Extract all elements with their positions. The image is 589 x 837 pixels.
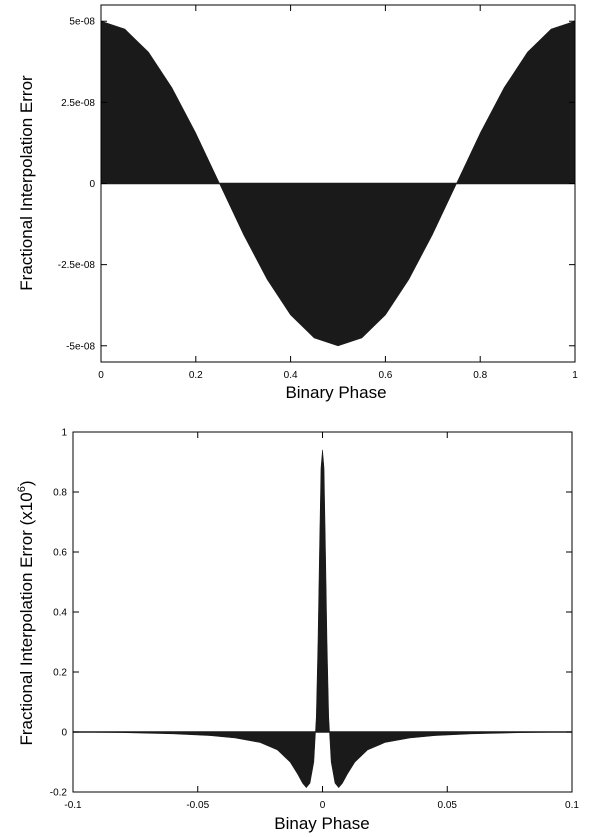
bottom-x-tick-label: 0.1 <box>565 800 579 811</box>
bottom-y-tick-label: 0.2 <box>53 668 67 679</box>
chart-bottom: -0.1 -0.05 0 0.05 0.1 1 0.8 0.6 0.4 0.2 0 -0.2 <box>50 428 580 812</box>
bottom-y-axis-label-end: ) <box>17 480 36 486</box>
bottom-y-tick-label: 0 <box>61 728 67 739</box>
top-y-axis-label: Fractional Interpolation Error <box>17 75 36 291</box>
bottom-x-tick-label: -0.05 <box>186 800 209 811</box>
top-x-axis-label: Binary Phase <box>285 383 386 402</box>
bottom-x-axis-label: Binay Phase <box>274 814 369 833</box>
chart-top: 0 0.2 0.4 0.6 0.8 1 5e-08 2.5e-08 0 -2.5e-08 -5e-0… <box>58 4 578 381</box>
top-y-tick-label: 0 <box>89 179 95 190</box>
bottom-x-tick-label: 0 <box>320 800 326 811</box>
top-x-tick-label: 0.6 <box>378 370 392 381</box>
top-x-tick-label: 0.2 <box>189 370 203 381</box>
top-x-tick-label: 0 <box>98 370 104 381</box>
top-y-tick-label: -5e-08 <box>66 341 95 352</box>
top-y-tick-label: 2.5e-08 <box>61 98 95 109</box>
top-x-tick-label: 0.4 <box>284 370 298 381</box>
bottom-y-tick-label: 1 <box>61 428 67 439</box>
bottom-x-tick-label: 0.05 <box>438 800 458 811</box>
top-y-tick-label: -2.5e-08 <box>58 260 96 271</box>
bottom-y-tick-label: -0.2 <box>50 788 68 799</box>
bottom-y-tick-label: 0.8 <box>53 488 67 499</box>
bottom-y-tick-label: 0.4 <box>53 608 67 619</box>
bottom-series-area-0 <box>72 449 573 788</box>
top-x-tick-label: 1 <box>572 370 578 381</box>
bottom-x-tick-label: -0.1 <box>64 800 82 811</box>
bottom-y-axis-label-main: Fractional Interpolation Error (x10 <box>17 492 36 745</box>
bottom-y-tick-label: 0.6 <box>53 548 67 559</box>
bottom-y-axis-label-exponent: 6 <box>16 486 28 492</box>
bottom-y-axis-label: Fractional Interpolation Error (x106) <box>16 480 36 745</box>
top-y-tick-label: 5e-08 <box>69 17 95 28</box>
top-x-tick-label: 0.8 <box>473 370 487 381</box>
